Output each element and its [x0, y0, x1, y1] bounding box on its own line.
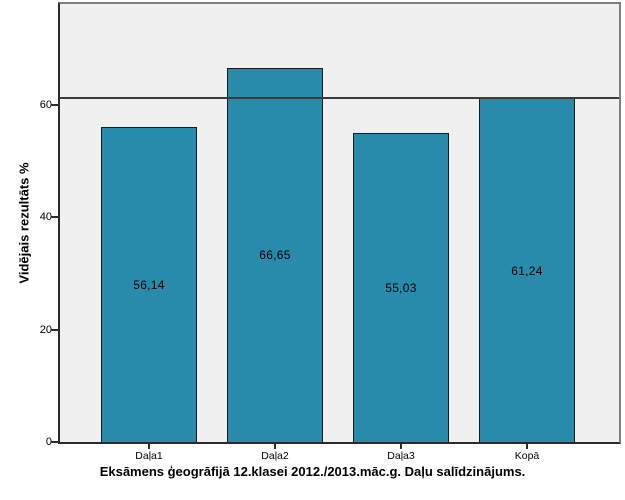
- x-category: Daļa3: [338, 444, 464, 462]
- bar: 56,14: [101, 126, 197, 442]
- bar-slot: 61,24: [464, 4, 590, 442]
- bar-slot: 56,14: [86, 4, 212, 442]
- x-category: Daļa2: [212, 444, 338, 462]
- y-tick-mark: [51, 441, 58, 443]
- category-label: Kopā: [514, 450, 540, 462]
- x-axis: Daļa1 Daļa2 Daļa3 Kopā: [86, 444, 590, 462]
- bar-value-label: 66,65: [259, 248, 291, 263]
- bars-container: 56,14 66,65 55,03 61,24: [86, 4, 590, 442]
- bar: 55,03: [353, 133, 449, 442]
- bar-slot: 66,65: [212, 4, 338, 442]
- bar: 61,24: [479, 98, 575, 442]
- category-label: Daļa3: [387, 450, 415, 462]
- bar-value-label: 56,14: [133, 277, 165, 292]
- y-tick-label: 0: [45, 436, 52, 448]
- bar-value-label: 55,03: [385, 281, 417, 295]
- x-category: Daļa1: [86, 444, 212, 462]
- bar-slot: 55,03: [338, 4, 464, 442]
- y-tick-label: 40: [39, 211, 52, 224]
- bar-value-label: 61,24: [511, 263, 543, 278]
- category-label: Daļa1: [135, 450, 163, 462]
- x-category: Kopā: [464, 444, 590, 462]
- x-tick-mark: [148, 444, 150, 449]
- bar: 66,65: [227, 67, 323, 442]
- y-tick-mark: [51, 216, 58, 219]
- plot-area: 56,14 66,65 55,03 61,24: [58, 2, 621, 444]
- chart-title: Eksāmens ģeogrāfijā 12.klasei 2012./2013…: [99, 464, 526, 479]
- y-tick-label: 20: [39, 323, 52, 336]
- x-tick-mark: [274, 444, 276, 449]
- y-tick-label: 60: [39, 99, 52, 112]
- y-axis-title: Vidējais rezultāts %: [16, 162, 32, 284]
- y-tick-mark: [51, 328, 58, 331]
- reference-line: [60, 97, 619, 100]
- x-tick-mark: [526, 444, 528, 449]
- y-tick-mark: [51, 104, 58, 107]
- x-tick-mark: [400, 444, 402, 449]
- category-label: Daļa2: [261, 450, 289, 462]
